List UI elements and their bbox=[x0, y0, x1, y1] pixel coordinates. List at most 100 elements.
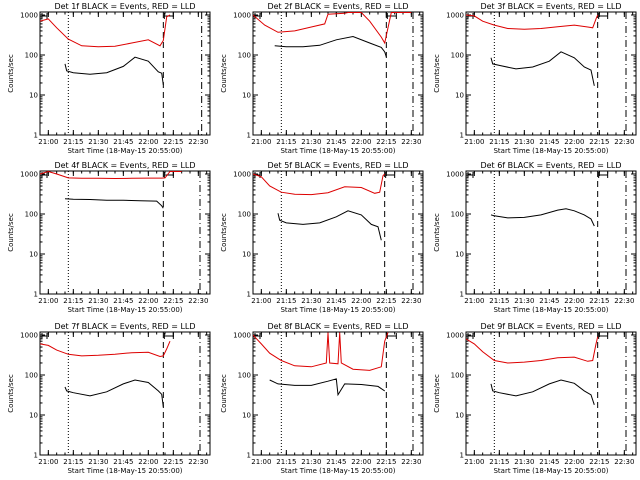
series-group bbox=[490, 208, 595, 227]
y-axis-label: Counts/sec bbox=[220, 374, 228, 413]
x-tick-label: 21:45 bbox=[326, 138, 346, 146]
y-tick-label: 1 bbox=[247, 132, 251, 140]
x-tick-label: 21:30 bbox=[88, 458, 108, 466]
x-tick-label: 21:45 bbox=[539, 297, 559, 305]
panel-title: Det 9f BLACK = Events, RED = LLD bbox=[480, 322, 621, 331]
y-tick-label: 1000 bbox=[20, 12, 38, 20]
panel-title: Det 4f BLACK = Events, RED = LLD bbox=[54, 161, 195, 170]
x-tick-label: 21:15 bbox=[63, 458, 83, 466]
y-axis-label: Counts/sec bbox=[7, 54, 15, 93]
series-group bbox=[466, 14, 599, 86]
panel-det-4: Det 4f BLACK = Events, RED = LLD 1 10 100 10… bbox=[7, 161, 211, 314]
panel-title: Det 8f BLACK = Events, RED = LLD bbox=[267, 322, 408, 331]
series-group bbox=[40, 341, 171, 407]
y-tick-label: 1000 bbox=[446, 12, 464, 20]
y-tick-label: 10 bbox=[242, 92, 251, 100]
x-tick-label: 21:45 bbox=[113, 297, 133, 305]
plot-frame bbox=[465, 11, 637, 136]
x-axis-label: Start Time (18-May-15 20:55:00) bbox=[67, 306, 182, 314]
plot-frame bbox=[465, 331, 637, 456]
x-axis-label: Start Time (18-May-15 20:55:00) bbox=[67, 467, 182, 475]
x-tick-label: 21:15 bbox=[489, 297, 509, 305]
x-tick-label: 22:30 bbox=[401, 458, 421, 466]
y-axis-label: Counts/sec bbox=[220, 54, 228, 93]
y-tick-label: 10 bbox=[242, 412, 251, 420]
y-tick-label: 1000 bbox=[233, 12, 251, 20]
y-tick-label: 1 bbox=[34, 452, 38, 460]
series-line-events bbox=[490, 208, 595, 227]
series-group bbox=[253, 173, 386, 241]
y-tick-label: 100 bbox=[238, 211, 251, 219]
x-tick-label: 21:00 bbox=[38, 138, 58, 146]
panel-det-5: Det 5f BLACK = Events, RED = LLD 1 10 100 10… bbox=[220, 161, 424, 314]
panel-det-1: Det 1f BLACK = Events, RED = LLD 1 10 100 10… bbox=[7, 2, 211, 155]
panel-det-6: Det 6f BLACK = Events, RED = LLD 1 10 100 10… bbox=[433, 161, 637, 314]
x-tick-label: 22:15 bbox=[163, 297, 183, 305]
x-tick-label: 22:15 bbox=[163, 138, 183, 146]
x-tick-label: 21:00 bbox=[464, 458, 484, 466]
series-group bbox=[466, 336, 599, 405]
y-tick-label: 100 bbox=[25, 211, 38, 219]
series-line-events bbox=[269, 378, 385, 397]
y-tick-label: 1000 bbox=[446, 171, 464, 179]
y-tick-label: 1 bbox=[247, 291, 251, 299]
y-tick-label: 100 bbox=[451, 372, 464, 380]
panel-det-2: Det 2f BLACK = Events, RED = LLD 1 10 100 10… bbox=[220, 2, 424, 155]
panel-title: Det 2f BLACK = Events, RED = LLD bbox=[267, 2, 408, 11]
series-line-lld bbox=[40, 14, 171, 48]
x-tick-label: 21:15 bbox=[489, 458, 509, 466]
x-tick-label: 22:00 bbox=[564, 297, 584, 305]
x-tick-label: 22:15 bbox=[376, 138, 396, 146]
x-tick-label: 21:30 bbox=[514, 458, 534, 466]
x-tick-label: 21:00 bbox=[38, 297, 58, 305]
y-tick-label: 10 bbox=[29, 412, 38, 420]
x-tick-label: 21:15 bbox=[63, 297, 83, 305]
x-tick-label: 21:00 bbox=[251, 297, 271, 305]
x-tick-label: 22:30 bbox=[614, 458, 634, 466]
y-tick-label: 100 bbox=[238, 52, 251, 60]
y-tick-label: 1 bbox=[34, 132, 38, 140]
x-axis-label: Start Time (18-May-15 20:55:00) bbox=[493, 467, 608, 475]
x-tick-label: 22:15 bbox=[163, 458, 183, 466]
plot-frame bbox=[39, 170, 211, 295]
x-tick-label: 21:45 bbox=[326, 458, 346, 466]
x-tick-label: 22:15 bbox=[376, 458, 396, 466]
y-tick-label: 1000 bbox=[20, 171, 38, 179]
plot-frame bbox=[39, 11, 211, 136]
panel-det-9: Det 9f BLACK = Events, RED = LLD 1 10 100 10… bbox=[433, 322, 637, 475]
x-tick-label: 22:30 bbox=[614, 297, 634, 305]
x-tick-label: 21:30 bbox=[88, 297, 108, 305]
series-line-events bbox=[274, 35, 387, 57]
plot-frame bbox=[465, 170, 637, 295]
x-tick-label: 22:30 bbox=[401, 138, 421, 146]
x-tick-label: 22:00 bbox=[564, 138, 584, 146]
x-tick-label: 21:45 bbox=[539, 458, 559, 466]
x-tick-label: 22:15 bbox=[589, 138, 609, 146]
y-axis-label: Counts/sec bbox=[7, 213, 15, 252]
y-tick-label: 1 bbox=[460, 132, 464, 140]
y-tick-label: 10 bbox=[242, 251, 251, 259]
y-tick-label: 1 bbox=[247, 452, 251, 460]
panel-title: Det 1f BLACK = Events, RED = LLD bbox=[54, 2, 195, 11]
series-line-lld bbox=[466, 336, 599, 364]
x-tick-label: 22:00 bbox=[138, 297, 158, 305]
x-axis-label: Start Time (18-May-15 20:55:00) bbox=[493, 147, 608, 155]
panel-title: Det 3f BLACK = Events, RED = LLD bbox=[480, 2, 621, 11]
series-group bbox=[253, 332, 389, 397]
y-axis-label: Counts/sec bbox=[433, 213, 441, 252]
y-tick-label: 10 bbox=[455, 251, 464, 259]
series-line-lld bbox=[40, 341, 171, 358]
x-axis-label: Start Time (18-May-15 20:55:00) bbox=[280, 306, 395, 314]
y-tick-label: 1000 bbox=[20, 332, 38, 340]
y-tick-label: 1000 bbox=[233, 332, 251, 340]
x-axis-label: Start Time (18-May-15 20:55:00) bbox=[67, 147, 182, 155]
x-axis-label: Start Time (18-May-15 20:55:00) bbox=[280, 467, 395, 475]
x-tick-label: 21:15 bbox=[63, 138, 83, 146]
series-line-lld bbox=[466, 14, 599, 30]
series-line-lld bbox=[253, 173, 386, 196]
x-tick-label: 22:30 bbox=[614, 138, 634, 146]
y-tick-label: 100 bbox=[25, 52, 38, 60]
x-tick-label: 22:00 bbox=[351, 138, 371, 146]
x-tick-label: 22:30 bbox=[401, 297, 421, 305]
